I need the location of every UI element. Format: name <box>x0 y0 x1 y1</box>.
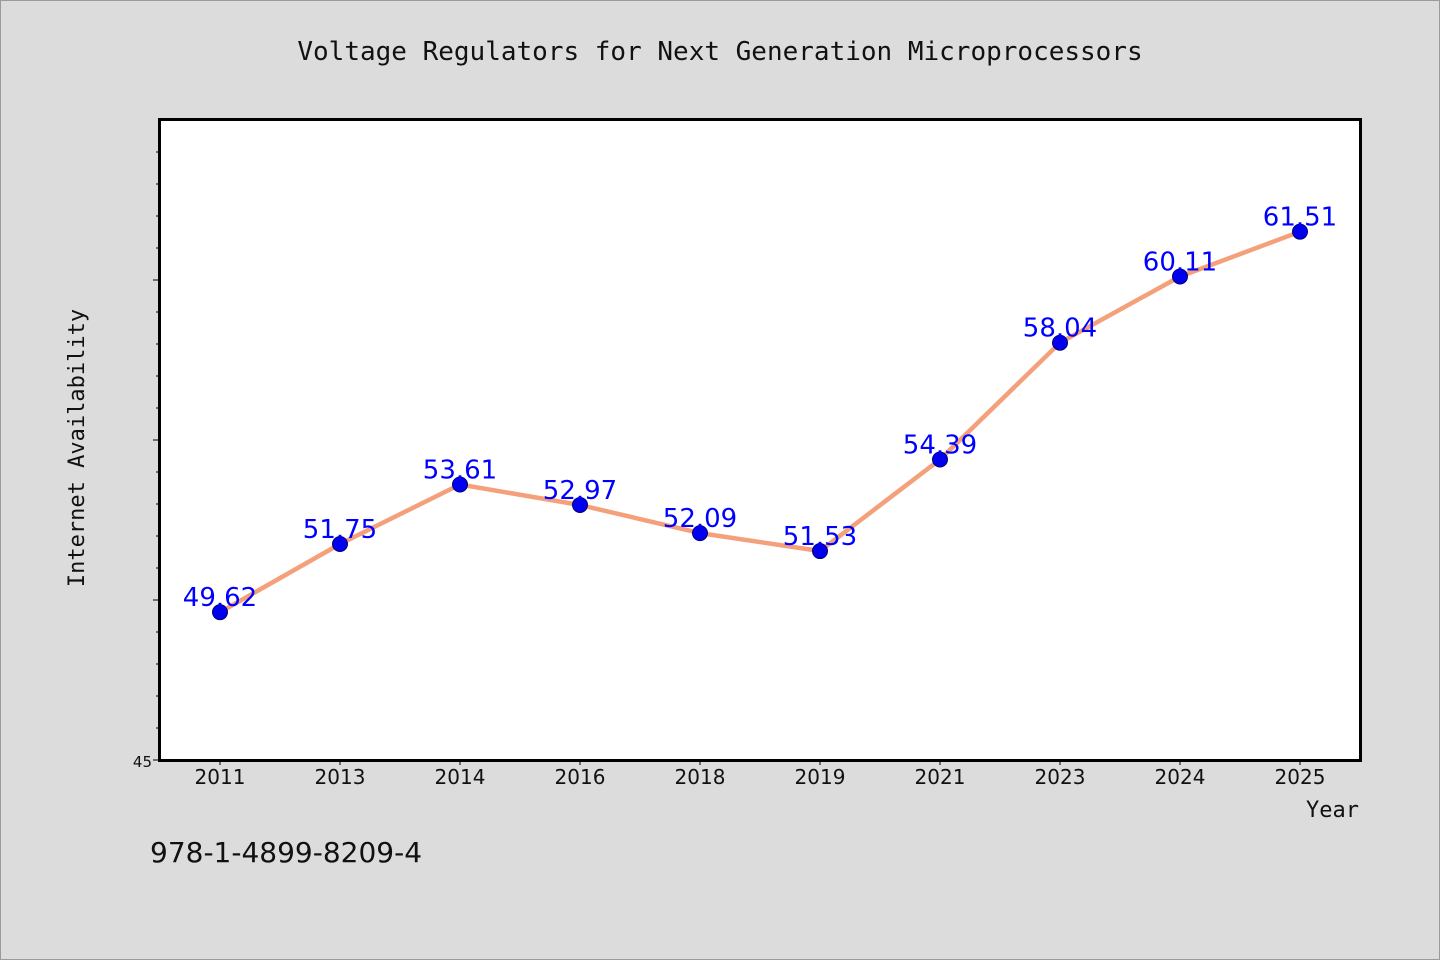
y-axis-ticks <box>153 151 160 761</box>
data-point <box>932 451 948 468</box>
x-tick-label: 2023 <box>1035 765 1086 789</box>
x-tick-label: 2013 <box>315 765 366 789</box>
data-point <box>1172 268 1188 285</box>
data-point <box>1052 334 1068 351</box>
isbn-text: 978-1-4899-8209-4 <box>150 836 422 869</box>
y-tick-label: 45 <box>133 753 152 771</box>
data-label: 52.97 <box>543 476 617 506</box>
data-label: 58.04 <box>1023 314 1097 344</box>
data-point <box>332 536 348 552</box>
data-point <box>692 525 708 542</box>
data-labels: 49.62 51.75 53.61 52.97 52.09 51.53 54.39 58.04… <box>183 203 1337 613</box>
data-label: 51.53 <box>783 522 857 552</box>
x-tick-label: 2024 <box>1155 765 1206 789</box>
x-tick-label: 2025 <box>1275 765 1326 789</box>
data-label: 49.62 <box>183 583 257 613</box>
x-tick-label: 2016 <box>555 765 606 789</box>
y-axis-label: Internet Availability <box>65 309 90 587</box>
x-tick-label: 2014 <box>435 765 486 789</box>
data-label: 51.75 <box>303 515 377 545</box>
x-tick-label: 2021 <box>915 765 966 789</box>
chart-title: Voltage Regulators for Next Generation M… <box>297 37 1142 67</box>
data-point <box>212 604 228 621</box>
data-label: 53.61 <box>423 455 497 485</box>
x-axis-tick-labels: 2011 2013 2014 2016 2018 2019 2021 2023 2024 2025 <box>195 760 1326 789</box>
series-markers <box>212 223 1308 621</box>
data-label: 52.09 <box>663 504 737 534</box>
x-axis-label: Year <box>1306 798 1359 823</box>
data-label: 54.39 <box>903 431 977 461</box>
x-tick-label: 2019 <box>795 765 846 789</box>
data-point <box>452 476 468 493</box>
plot-area <box>158 118 1362 762</box>
data-point <box>812 543 828 560</box>
data-point <box>1292 223 1308 240</box>
data-label: 61.51 <box>1263 203 1337 233</box>
data-point <box>572 496 588 513</box>
x-tick-label: 2018 <box>675 765 726 789</box>
series-line <box>217 229 1303 615</box>
data-label: 60.11 <box>1143 247 1217 277</box>
x-tick-label: 2011 <box>195 765 246 789</box>
